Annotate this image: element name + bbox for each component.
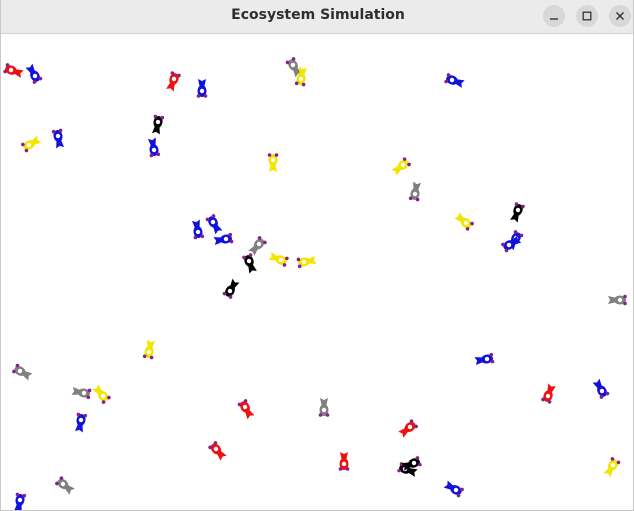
creature-black (242, 253, 257, 274)
creature-black (510, 202, 525, 223)
creature-red (237, 399, 255, 420)
creature-red (398, 419, 418, 438)
creature-blue (205, 214, 223, 235)
creature-red (3, 63, 24, 78)
creature-gray (248, 236, 267, 256)
maximize-button[interactable] (576, 5, 598, 27)
creature-blue (443, 480, 464, 498)
title-bar[interactable]: Ecosystem Simulation (1, 0, 633, 34)
creature-gray (408, 181, 422, 202)
creature-yellow (294, 66, 308, 87)
creature-yellow (21, 135, 42, 153)
creature-black (401, 456, 422, 471)
window-title: Ecosystem Simulation (231, 7, 405, 23)
creature-gray (318, 398, 330, 417)
creature-black (222, 278, 240, 299)
creature-yellow (296, 255, 317, 269)
creature-gray (285, 57, 303, 78)
close-icon (616, 12, 624, 20)
creature-yellow (142, 339, 156, 360)
creature-black (151, 114, 165, 135)
creature-blue (147, 137, 161, 158)
creature-gray (55, 476, 75, 495)
creature-blue (191, 219, 205, 240)
creature-blue (501, 235, 522, 253)
minimize-button[interactable] (543, 5, 565, 27)
creature-red (541, 383, 556, 404)
creature-red (208, 441, 227, 461)
creature-blue (474, 352, 495, 366)
maximize-icon (582, 11, 592, 21)
creature-gray (608, 294, 627, 306)
creature-gray (71, 386, 92, 400)
simulation-canvas[interactable] (1, 34, 633, 510)
close-button[interactable] (609, 5, 631, 27)
creature-blue (74, 412, 88, 433)
minimize-icon (550, 18, 558, 20)
creature-blue (25, 63, 43, 84)
creature-blue (196, 79, 208, 98)
creature-red (166, 71, 181, 92)
creature-yellow (603, 457, 621, 478)
creature-field (3, 57, 627, 510)
creature-yellow (454, 212, 474, 231)
creature-yellow (391, 157, 411, 176)
creature-blue (13, 492, 27, 510)
creature-blue (444, 73, 465, 88)
creature-gray (12, 363, 33, 381)
creature-blue (51, 128, 65, 149)
creature-yellow (268, 252, 289, 267)
creature-yellow (267, 153, 279, 172)
creature-red (338, 452, 350, 471)
creature-yellow (92, 384, 111, 404)
creature-blue (213, 232, 234, 246)
creature-blue (592, 378, 610, 399)
